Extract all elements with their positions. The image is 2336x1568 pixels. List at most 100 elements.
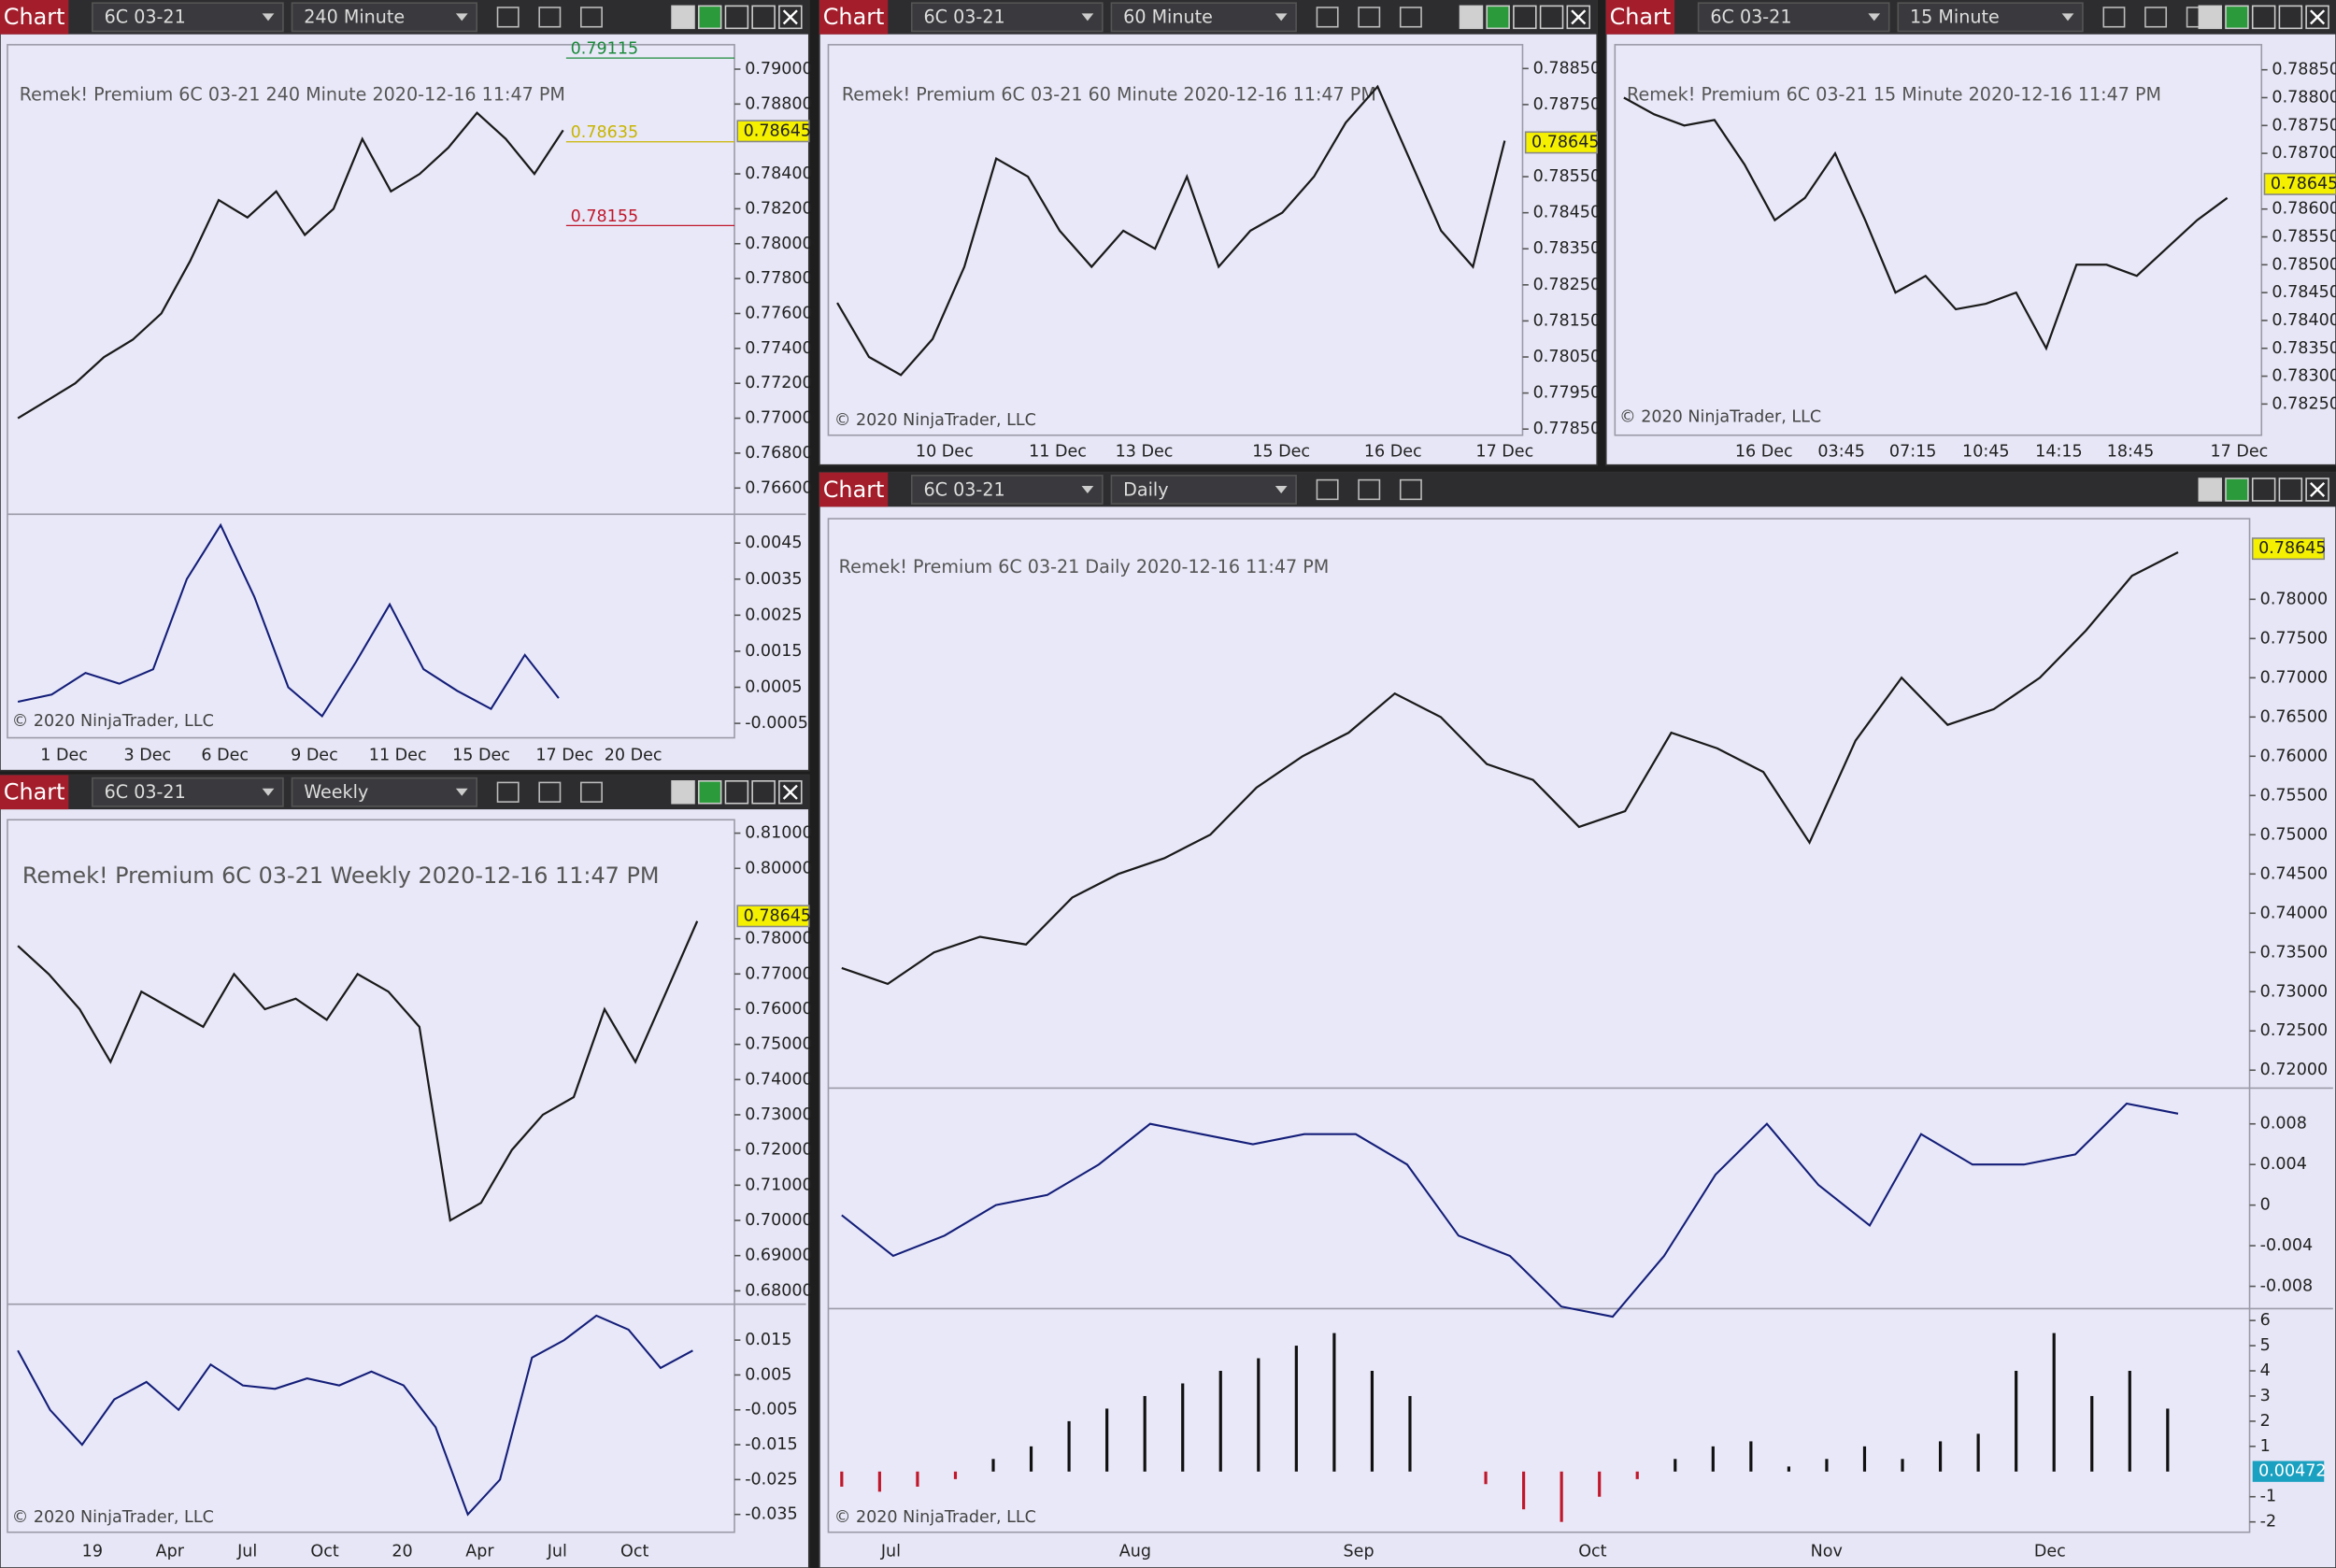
plot-area bbox=[1614, 44, 2263, 436]
toolbar-icon[interactable] bbox=[1316, 478, 1339, 501]
instrument-label: 6C 03-21 bbox=[105, 7, 186, 28]
y-tick-label: 0.78350 bbox=[1533, 239, 1601, 258]
toolbar-icon[interactable] bbox=[580, 781, 603, 803]
histogram-bar bbox=[1218, 1371, 1222, 1472]
window-button[interactable] bbox=[2251, 478, 2276, 502]
window-button[interactable] bbox=[671, 5, 695, 30]
y-tick-label: 0.70000 bbox=[745, 1211, 812, 1230]
y-tick-label: 0.78200 bbox=[745, 199, 812, 218]
toolbar-icon[interactable] bbox=[1358, 7, 1381, 28]
window-button[interactable] bbox=[2225, 5, 2249, 30]
x-tick-label: 11 Dec bbox=[369, 747, 427, 765]
toolbar-icon[interactable] bbox=[1399, 478, 1422, 501]
histogram-bar bbox=[1257, 1358, 1261, 1472]
y-tick-label: -0.035 bbox=[745, 1505, 798, 1524]
histogram-bar bbox=[1332, 1333, 1336, 1472]
close-icon bbox=[2310, 481, 2326, 497]
x-tick-label: Oct bbox=[620, 1542, 648, 1561]
level-label: 0.78635 bbox=[571, 123, 638, 142]
y-tick-label: 0.78600 bbox=[2272, 200, 2336, 219]
toolbar-icon[interactable] bbox=[1358, 478, 1381, 501]
histogram-bar bbox=[1067, 1420, 1071, 1472]
copyright: © 2020 NinjaTrader, LLC bbox=[12, 712, 214, 731]
window-button[interactable] bbox=[2198, 478, 2223, 502]
toolbar-icon[interactable] bbox=[538, 781, 562, 803]
last-price-marker bbox=[736, 905, 810, 928]
chart-tab bbox=[819, 472, 889, 507]
timeframe-dropdown[interactable] bbox=[291, 777, 478, 807]
histogram-bar bbox=[1674, 1459, 1677, 1472]
histogram-bar bbox=[2166, 1408, 2170, 1472]
window-button[interactable] bbox=[2278, 478, 2303, 502]
window-button[interactable] bbox=[751, 5, 776, 30]
y-tick-label: 0.78550 bbox=[1533, 167, 1601, 186]
y-tick-label: 0.78800 bbox=[2272, 88, 2336, 107]
timeframe-dropdown[interactable] bbox=[1110, 2, 1297, 33]
y-tick-label: 0.73500 bbox=[2260, 943, 2328, 962]
x-tick-label: Dec bbox=[2034, 1542, 2066, 1561]
dropdown-arrow bbox=[262, 13, 275, 21]
x-tick-label: 6 Dec bbox=[201, 747, 249, 765]
histogram-bar bbox=[2128, 1371, 2131, 1472]
window-button[interactable] bbox=[751, 780, 776, 805]
y-tick-label: 0.0035 bbox=[745, 570, 802, 589]
window-button[interactable] bbox=[1513, 5, 1537, 30]
toolbar-icon[interactable] bbox=[580, 7, 603, 28]
chart-info: Remek! Premium 6C 03-21 Weekly 2020-12-1… bbox=[22, 862, 660, 889]
window-button[interactable] bbox=[2251, 5, 2276, 30]
histogram-bar bbox=[1635, 1471, 1639, 1479]
window-button[interactable] bbox=[671, 780, 695, 805]
toolbar-icon[interactable] bbox=[2102, 7, 2126, 28]
window-button[interactable] bbox=[2225, 478, 2249, 502]
price-line bbox=[17, 920, 699, 1222]
y-tick-label: -0.0005 bbox=[745, 714, 808, 733]
toolbar-icon[interactable] bbox=[1316, 7, 1339, 28]
window-button[interactable] bbox=[2198, 5, 2223, 30]
histogram-bar bbox=[1181, 1383, 1185, 1472]
y-tick-label: -1 bbox=[2260, 1488, 2276, 1506]
y-tick-label: 0.78850 bbox=[2272, 61, 2336, 79]
instrument-dropdown[interactable] bbox=[92, 777, 284, 807]
y-tick-label: 0.78050 bbox=[1533, 348, 1601, 366]
y-tick-label: 0.76500 bbox=[2260, 707, 2328, 726]
window-button[interactable] bbox=[1539, 5, 1564, 30]
chart-tab bbox=[0, 775, 69, 810]
window-button[interactable] bbox=[697, 780, 722, 805]
dropdown-arrow bbox=[455, 13, 468, 21]
toolbar-icon[interactable] bbox=[496, 7, 520, 28]
window-button[interactable] bbox=[1459, 5, 1484, 30]
chart-tab-label: Chart bbox=[4, 779, 65, 805]
timeframe-dropdown[interactable] bbox=[291, 2, 478, 33]
toolbar-icon[interactable] bbox=[1399, 7, 1422, 28]
histogram-bar bbox=[1749, 1441, 1753, 1472]
x-tick-label: 9 Dec bbox=[291, 747, 338, 765]
y-tick-label: 0.74000 bbox=[2260, 904, 2328, 922]
toolbar-icon[interactable] bbox=[496, 781, 520, 803]
y-tick-label: 0.77200 bbox=[745, 374, 812, 392]
window-button[interactable] bbox=[697, 5, 722, 30]
dropdown-arrow bbox=[1275, 485, 1288, 493]
histogram-bar bbox=[2015, 1371, 2018, 1472]
instrument-dropdown[interactable] bbox=[1697, 2, 1890, 33]
instrument-dropdown[interactable] bbox=[910, 2, 1104, 33]
window-button[interactable] bbox=[1486, 5, 1510, 30]
x-tick-label: Sep bbox=[1344, 1542, 1375, 1561]
y-tick-label: 0.0025 bbox=[745, 606, 802, 624]
instrument-dropdown[interactable] bbox=[910, 475, 1104, 505]
histogram-bar bbox=[877, 1471, 881, 1492]
timeframe-dropdown[interactable] bbox=[1110, 475, 1297, 505]
instrument-dropdown[interactable] bbox=[92, 2, 284, 33]
timeframe-dropdown[interactable] bbox=[1897, 2, 2084, 33]
window-button[interactable] bbox=[724, 5, 749, 30]
y-tick-label: 0.005 bbox=[745, 1365, 791, 1384]
x-tick-label: 15 Dec bbox=[1252, 442, 1310, 461]
toolbar-icon[interactable] bbox=[2144, 7, 2168, 28]
x-tick-label: 15 Dec bbox=[452, 747, 510, 765]
plot-area bbox=[7, 44, 735, 739]
y-tick-label: 2 bbox=[2260, 1412, 2271, 1431]
window-button[interactable] bbox=[724, 780, 749, 805]
copyright: © 2020 NinjaTrader, LLC bbox=[834, 411, 1036, 430]
window-button[interactable] bbox=[2278, 5, 2303, 30]
y-tick-label: 0.76800 bbox=[745, 444, 812, 463]
toolbar-icon[interactable] bbox=[538, 7, 562, 28]
